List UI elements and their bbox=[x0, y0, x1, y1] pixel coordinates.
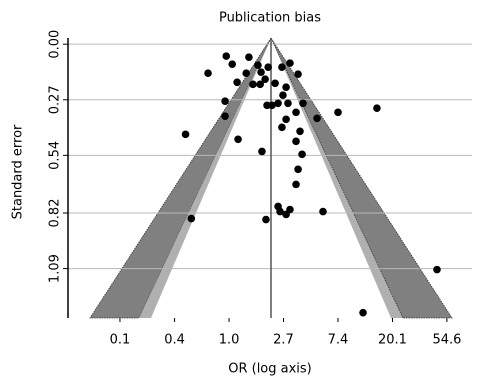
point bbox=[221, 112, 229, 121]
point bbox=[274, 99, 282, 108]
point bbox=[282, 210, 290, 219]
point bbox=[296, 127, 304, 136]
point bbox=[292, 180, 300, 189]
point bbox=[282, 83, 290, 92]
y-tick-label: 0.27 bbox=[48, 85, 63, 114]
point bbox=[268, 101, 276, 110]
point bbox=[298, 150, 306, 159]
point bbox=[228, 60, 237, 68]
funnel-band bbox=[139, 38, 271, 318]
point bbox=[282, 115, 290, 124]
point bbox=[334, 108, 342, 117]
point bbox=[187, 214, 196, 223]
point bbox=[222, 52, 231, 60]
point bbox=[271, 79, 279, 88]
point bbox=[258, 147, 266, 156]
chart-title: Publication bias bbox=[219, 11, 321, 26]
funnel-band bbox=[89, 37, 272, 319]
x-tick-label: 7.4 bbox=[328, 333, 349, 348]
x-tick-label: 20.1 bbox=[378, 333, 407, 348]
point bbox=[284, 99, 292, 108]
point bbox=[319, 207, 327, 216]
point bbox=[359, 308, 367, 317]
point bbox=[233, 78, 241, 87]
x-tick-label: 0.1 bbox=[110, 333, 131, 348]
point bbox=[261, 75, 269, 83]
y-tick-label: 1.09 bbox=[48, 254, 63, 283]
x-tick-label: 2.7 bbox=[273, 333, 294, 348]
point bbox=[262, 215, 270, 224]
point bbox=[274, 202, 282, 211]
point bbox=[204, 69, 212, 78]
y-axis-label: Standard error bbox=[11, 124, 26, 219]
point bbox=[278, 123, 286, 132]
point bbox=[254, 61, 262, 69]
point bbox=[313, 114, 321, 123]
y-tick-label: 0.00 bbox=[48, 30, 63, 59]
y-tick-label: 0.54 bbox=[48, 141, 63, 170]
funnel bbox=[89, 37, 453, 319]
point bbox=[245, 53, 253, 61]
point bbox=[292, 137, 300, 146]
point bbox=[286, 59, 294, 67]
funnel-band bbox=[270, 37, 453, 319]
x-tick-label: 1.0 bbox=[219, 333, 240, 348]
point bbox=[249, 80, 257, 89]
y-tick-label: 0.82 bbox=[48, 199, 63, 228]
x-axis-label: OR (log axis) bbox=[228, 362, 312, 377]
point bbox=[257, 68, 265, 76]
point bbox=[294, 165, 302, 174]
point bbox=[433, 265, 441, 274]
point bbox=[234, 135, 242, 144]
point bbox=[373, 104, 381, 113]
point bbox=[264, 63, 272, 72]
point bbox=[279, 91, 287, 100]
x-tick-label: 54.6 bbox=[432, 333, 461, 348]
point bbox=[221, 97, 229, 106]
x-tick-label: 0.4 bbox=[164, 333, 185, 348]
point bbox=[292, 108, 300, 117]
point bbox=[278, 63, 286, 72]
point bbox=[242, 69, 250, 78]
point bbox=[256, 80, 264, 89]
point bbox=[294, 70, 302, 79]
point bbox=[181, 130, 190, 139]
point bbox=[299, 99, 307, 108]
